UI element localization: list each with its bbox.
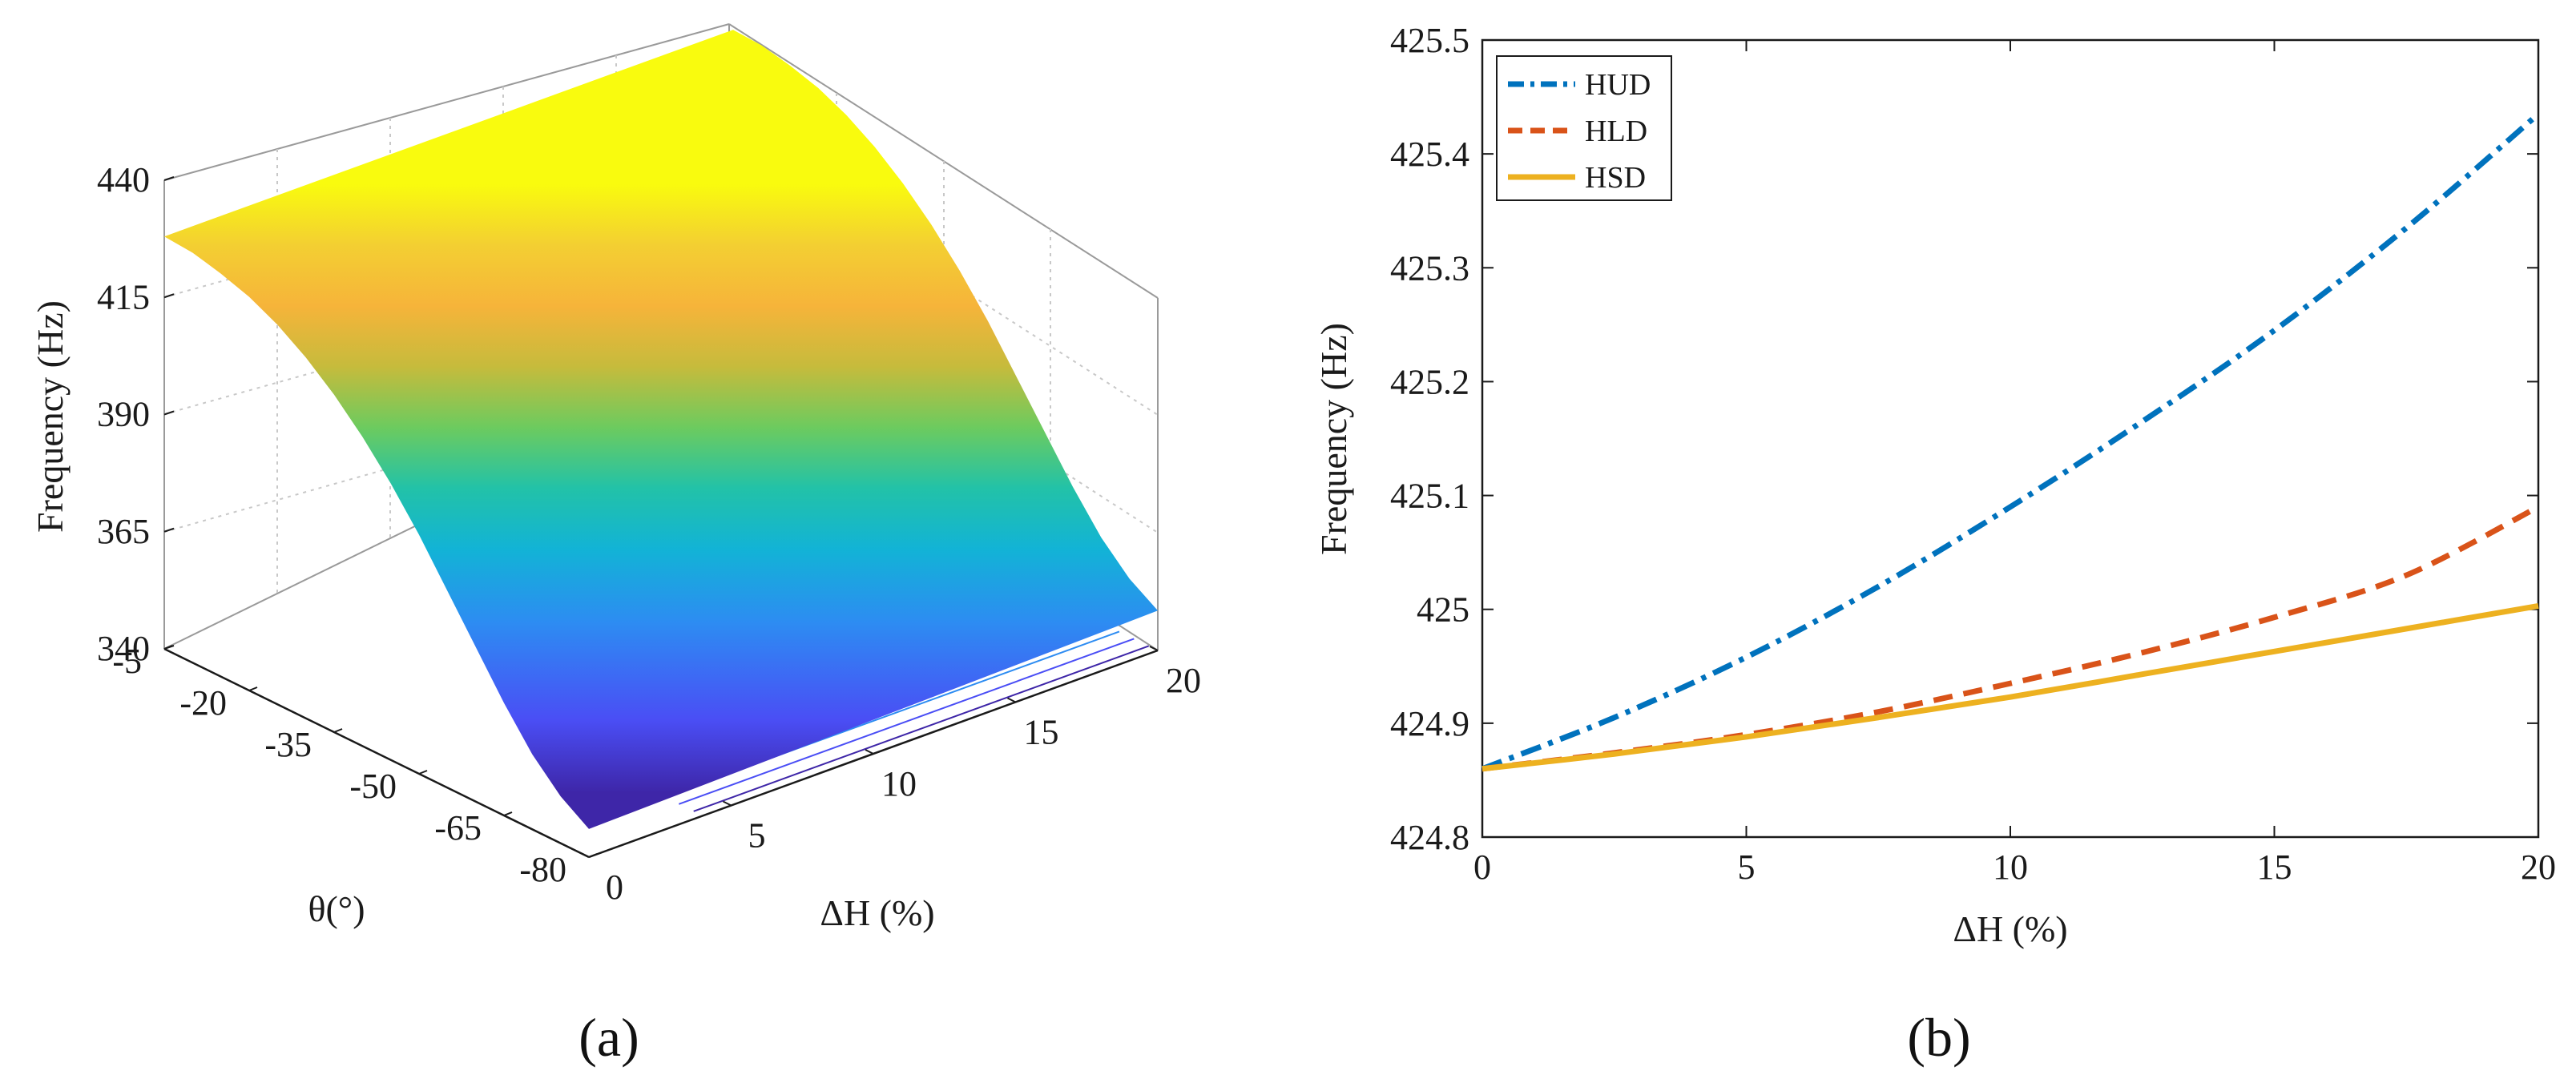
theta-axis-ticks: -5 -20 -35 -50 -65 -80 xyxy=(112,642,598,889)
series-lines xyxy=(1481,111,2541,772)
line-chart: 424.8 424.9 425 425.1 425.2 425.3 425.4 425.5 0… xyxy=(1313,21,2556,1068)
theta-tick-mark xyxy=(418,770,428,775)
dh-tick-label: 5 xyxy=(748,816,766,856)
x-tick-label: 5 xyxy=(1738,847,1756,887)
theta-tick-mark xyxy=(333,728,343,733)
y-tick-label: 425.2 xyxy=(1390,362,1469,401)
y-tick-label: 425.1 xyxy=(1390,477,1469,516)
z-tick-mark xyxy=(163,410,175,416)
theta-tick-mark xyxy=(248,686,258,691)
theta-tick-label: -50 xyxy=(349,767,397,806)
x-tick-label: 20 xyxy=(2521,847,2556,887)
frequency-surface xyxy=(164,30,1158,829)
y-tick-label: 425.5 xyxy=(1390,21,1469,60)
dh-tick-label: 20 xyxy=(1166,661,1201,700)
z-tick-mark xyxy=(163,176,175,181)
surface-plot: 340 365 390 415 440 -5 -20 -35 -50 -65 -80 0 5 10 15… xyxy=(30,23,1201,1068)
panel-label-b: (b) xyxy=(1907,1007,1970,1068)
theta-axis-label: θ(°) xyxy=(308,888,365,929)
x-axis-ticks: 0 5 10 15 20 xyxy=(1473,40,2556,887)
theta-tick-label: -80 xyxy=(519,850,566,889)
y-tick-label: 425 xyxy=(1417,590,1469,630)
x-axis-label: ΔH (%) xyxy=(1953,908,2067,949)
z-tick-label: 440 xyxy=(97,160,150,199)
panel-label-a: (a) xyxy=(578,1007,639,1068)
x-tick-label: 10 xyxy=(1993,847,2028,887)
x-tick-label: 15 xyxy=(2257,847,2292,887)
dh-tick-label: 0 xyxy=(606,868,623,907)
legend-label-hud: HUD xyxy=(1585,68,1651,102)
series-line-hud xyxy=(1481,111,2541,771)
dh-axis-ticks: 0 5 10 15 20 xyxy=(580,646,1201,907)
y-tick-label: 424.9 xyxy=(1390,704,1469,743)
theta-tick-mark xyxy=(163,645,173,650)
dh-axis-label: ΔH (%) xyxy=(820,892,934,933)
theta-tick-label: -35 xyxy=(264,725,312,764)
z-axis-ticks: 340 365 390 415 440 xyxy=(97,160,175,668)
dh-tick-label: 10 xyxy=(881,764,917,803)
x-tick-label: 0 xyxy=(1473,847,1491,887)
y-tick-label: 425.3 xyxy=(1390,248,1469,288)
z-tick-label: 340 xyxy=(97,629,150,668)
dh-tick-label: 15 xyxy=(1024,713,1059,752)
legend-label-hld: HLD xyxy=(1585,115,1647,148)
z-tick-mark xyxy=(163,293,175,299)
contour-line xyxy=(678,638,1135,805)
legend: HUD HLD HSD xyxy=(1496,55,1672,201)
z-tick-mark xyxy=(163,527,175,533)
z-tick-label: 390 xyxy=(97,395,150,434)
y-tick-label: 424.8 xyxy=(1390,818,1469,857)
legend-label-hsd: HSD xyxy=(1585,161,1646,195)
dh-tick-mark xyxy=(723,800,732,807)
dh-tick-mark xyxy=(1149,646,1159,651)
theta-tick-label: -65 xyxy=(434,808,482,847)
z-tick-label: 415 xyxy=(97,277,150,316)
dh-tick-mark xyxy=(580,852,590,858)
theta-tick-mark xyxy=(503,811,513,816)
dh-tick-mark xyxy=(1007,697,1016,703)
theta-tick-mark xyxy=(588,853,598,858)
dh-tick-mark xyxy=(865,749,874,755)
contour-line xyxy=(693,645,1150,812)
theta-tick-label: -20 xyxy=(179,683,227,723)
y-axis-ticks: 424.8 424.9 425 425.1 425.2 425.3 425.4 425.5 xyxy=(1390,21,2538,857)
series-line-hld xyxy=(1482,504,2540,772)
theta-tick-label: -5 xyxy=(112,642,142,681)
y-axis-label: Frequency (Hz) xyxy=(1313,323,1354,555)
y-tick-label: 425.4 xyxy=(1390,135,1469,174)
z-tick-label: 365 xyxy=(97,512,150,551)
series-line-hsd xyxy=(1482,603,2539,772)
z-axis-label: Frequency (Hz) xyxy=(30,300,71,533)
